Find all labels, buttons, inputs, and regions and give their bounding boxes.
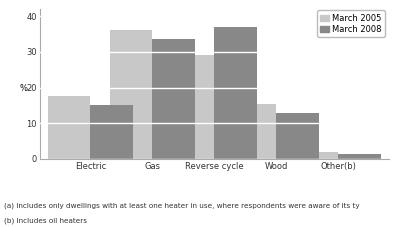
Bar <box>172 55 214 159</box>
Text: (b) Includes oil heaters: (b) Includes oil heaters <box>4 218 87 225</box>
Text: (a) Includes only dwellings with at least one heater in use, where respondents w: (a) Includes only dwellings with at leas… <box>4 202 360 209</box>
Bar <box>48 96 91 159</box>
Legend: March 2005, March 2008: March 2005, March 2008 <box>317 10 385 37</box>
Bar <box>214 27 257 159</box>
Bar <box>276 113 319 159</box>
Bar <box>91 105 133 159</box>
Bar <box>110 30 152 159</box>
Bar <box>152 39 195 159</box>
Bar <box>338 153 381 159</box>
Bar <box>233 104 276 159</box>
Y-axis label: %: % <box>19 84 27 93</box>
Bar <box>295 152 338 159</box>
